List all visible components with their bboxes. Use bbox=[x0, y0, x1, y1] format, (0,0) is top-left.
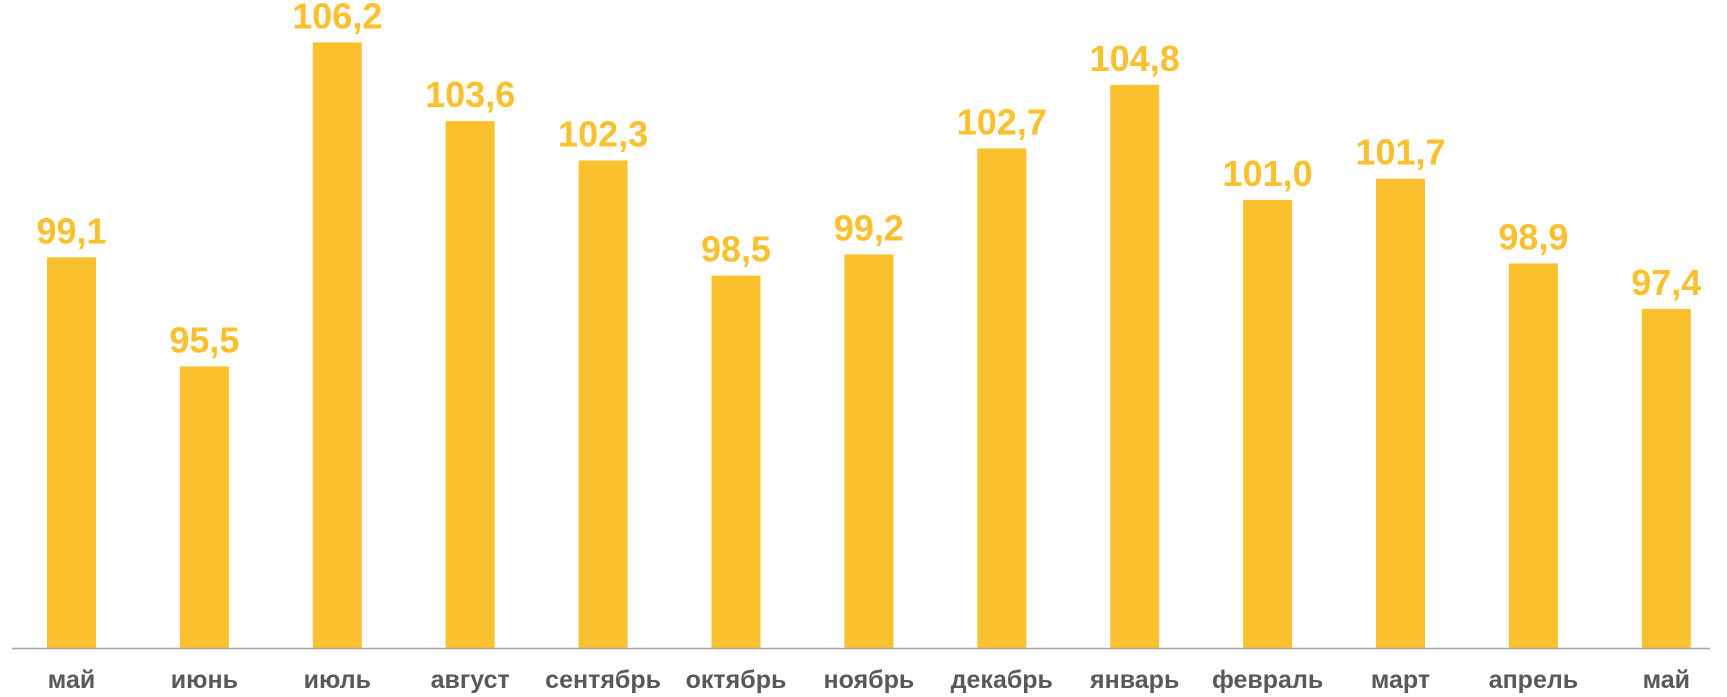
bar-9 bbox=[1243, 199, 1293, 648]
x-tick-label-12: май bbox=[1643, 666, 1690, 694]
value-label-0: 99,1 bbox=[36, 210, 106, 251]
bars-group bbox=[47, 42, 1691, 649]
value-label-8: 104,8 bbox=[1090, 38, 1180, 79]
x-tick-label-5: октябрь bbox=[686, 666, 787, 694]
value-label-12: 97,4 bbox=[1631, 262, 1701, 303]
value-labels-group: 99,1 95,5 106,2 103,6 102,3 98,5 99,2 102,7 104,… bbox=[36, 0, 1701, 360]
bar-4 bbox=[578, 160, 628, 648]
bar-11 bbox=[1508, 263, 1558, 648]
bar-2 bbox=[312, 42, 362, 648]
value-label-3: 103,6 bbox=[425, 74, 515, 115]
value-label-9: 101,0 bbox=[1223, 153, 1313, 194]
bar-12 bbox=[1641, 308, 1691, 648]
bar-3 bbox=[445, 121, 495, 649]
bar-10 bbox=[1376, 178, 1425, 648]
bar-1 bbox=[179, 366, 229, 648]
x-tick-label-1: июнь bbox=[171, 666, 238, 694]
value-label-2: 106,2 bbox=[292, 0, 382, 36]
value-label-10: 101,7 bbox=[1355, 132, 1445, 173]
x-tick-label-8: январь bbox=[1089, 666, 1179, 694]
x-tick-label-3: август bbox=[431, 666, 510, 694]
x-tick-label-9: февраль bbox=[1212, 666, 1323, 694]
value-label-7: 102,7 bbox=[957, 101, 1047, 142]
bar-5 bbox=[711, 275, 761, 648]
x-tick-label-7: декабрь bbox=[951, 666, 1053, 694]
x-tick-label-2: июль bbox=[304, 666, 371, 694]
bar-6 bbox=[844, 254, 894, 648]
value-label-1: 95,5 bbox=[169, 319, 239, 360]
x-tick-label-6: ноябрь bbox=[824, 666, 915, 694]
x-tick-label-4: сентябрь bbox=[545, 666, 661, 694]
value-label-6: 99,2 bbox=[834, 207, 904, 248]
x-tick-label-10: март bbox=[1371, 666, 1430, 694]
bar-7 bbox=[977, 148, 1027, 648]
x-tick-labels-group: май июнь июль август сентябрь октябрь ноябрь де… bbox=[48, 666, 1690, 694]
value-label-11: 98,9 bbox=[1498, 216, 1568, 257]
bar-8 bbox=[1110, 84, 1160, 649]
bar-0 bbox=[47, 257, 96, 648]
value-label-5: 98,5 bbox=[701, 229, 771, 270]
value-label-4: 102,3 bbox=[558, 114, 648, 155]
x-tick-label-0: май bbox=[48, 666, 95, 694]
x-tick-label-11: апрель bbox=[1489, 666, 1578, 694]
